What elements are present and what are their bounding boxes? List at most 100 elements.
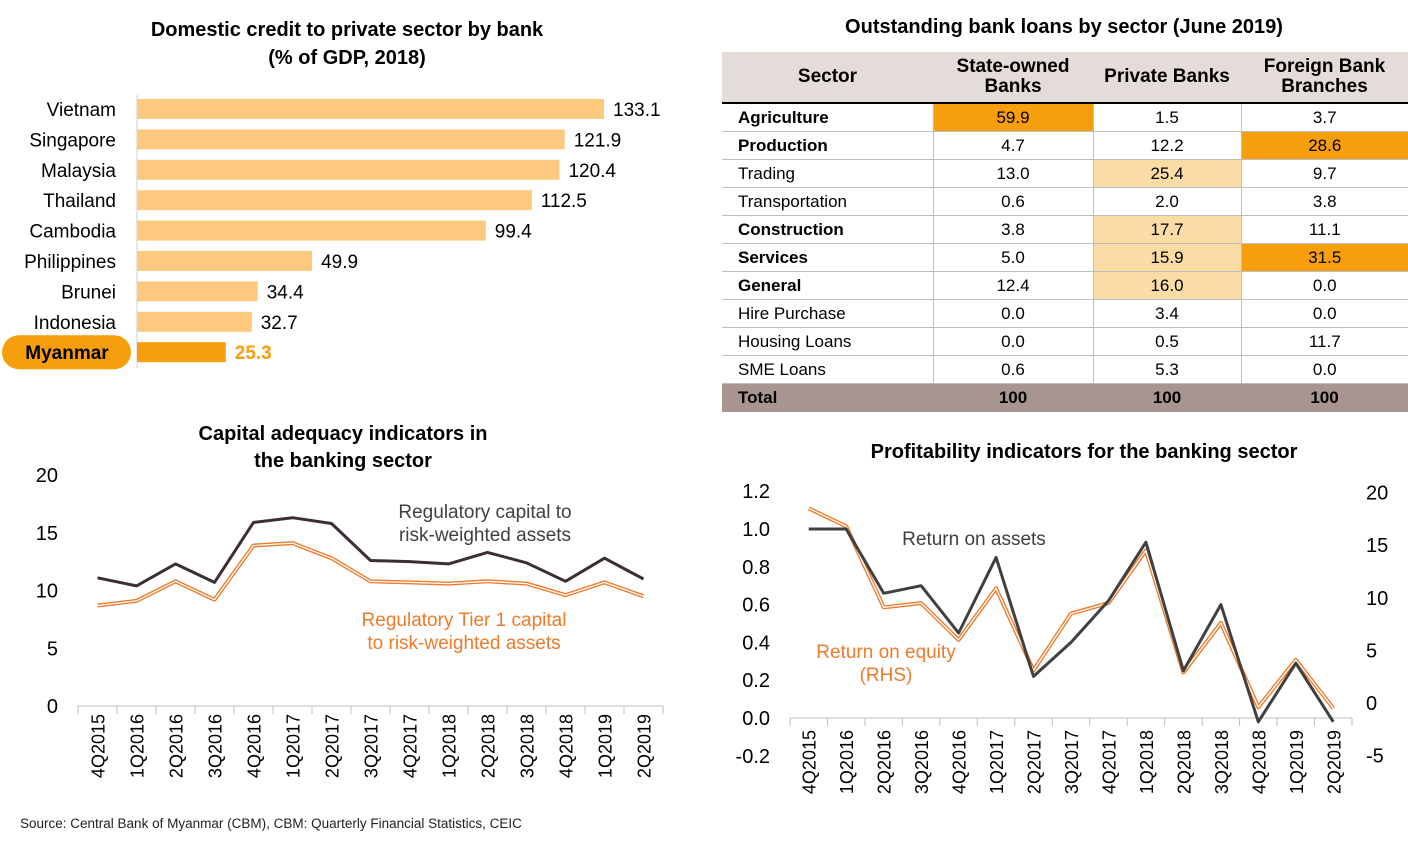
private-cell: 0.5 (1093, 327, 1242, 356)
state-cell: 5.0 (933, 243, 1094, 272)
foreign-cell: 11.1 (1241, 215, 1408, 244)
state-cell: 3.8 (933, 215, 1094, 244)
header-private-banks: Private Banks (1093, 52, 1241, 104)
capital-x-tick: 1Q2018 (440, 714, 460, 778)
profit-chart-title: Profitability indicators for the banking… (871, 441, 1298, 463)
capital-series-label: Regulatory capital to (398, 502, 571, 523)
profit-left-y-tick: 0.6 (742, 595, 770, 617)
profit-x-tick: 3Q2017 (1062, 730, 1082, 794)
capital-x-tick: 1Q2019 (596, 714, 616, 778)
bar (137, 129, 565, 150)
capital-series-label: risk-weighted assets (399, 525, 571, 546)
capital-x-tick: 1Q2017 (284, 714, 304, 778)
total-label-cell: Total (722, 383, 933, 412)
foreign-cell: 3.8 (1241, 187, 1408, 216)
roa-series-label: Return on assets (902, 529, 1046, 550)
bar-category-label: Vietnam (47, 100, 116, 121)
private-cell: 15.9 (1093, 243, 1242, 272)
capital-y-tick: 10 (36, 581, 58, 603)
table-row: Hire Purchase 0.0 3.4 0.0 (722, 299, 1408, 328)
profit-x-tick: 4Q2015 (800, 730, 820, 794)
total-state-cell: 100 (933, 383, 1093, 412)
bar-value-label: 25.3 (235, 343, 272, 364)
bar-value-label: 99.4 (495, 222, 532, 243)
bar-value-label: 121.9 (574, 130, 622, 151)
table-row: General 12.4 16.0 0.0 (722, 271, 1408, 300)
roa-series-line (808, 527, 1335, 724)
capital-y-tick: 0 (47, 696, 58, 718)
loans-table-container: Sector State-owned Banks Private Banks F… (722, 52, 1408, 412)
sector-cell: Housing Loans (722, 327, 934, 356)
state-cell: 59.9 (933, 103, 1094, 132)
profit-left-y-tick: 0.8 (742, 557, 770, 579)
capital-x-tick: 1Q2016 (128, 714, 148, 778)
sector-cell: Agriculture (722, 103, 934, 132)
table-row: Services 5.0 15.9 31.5 (722, 243, 1408, 272)
profit-x-tick: 3Q2016 (912, 730, 932, 794)
state-cell: 0.0 (933, 327, 1094, 356)
foreign-cell: 3.7 (1241, 103, 1408, 132)
profit-right-y-tick: 20 (1366, 483, 1388, 505)
private-cell: 3.4 (1093, 299, 1242, 328)
tier1-series-label: Regulatory Tier 1 capital (362, 610, 567, 631)
profit-x-tick: 1Q2016 (837, 730, 857, 794)
bar-category-label: Indonesia (34, 313, 117, 334)
foreign-cell: 11.7 (1241, 327, 1408, 356)
capital-y-tick: 15 (36, 523, 58, 545)
profit-x-tick: 3Q2018 (1212, 730, 1232, 794)
profit-left-y-tick: 1.2 (742, 481, 770, 503)
bar-category-label: Brunei (61, 282, 116, 303)
bar-category-label: Thailand (43, 191, 116, 212)
capital-x-tick: 4Q2018 (557, 714, 577, 778)
private-cell: 1.5 (1093, 103, 1242, 132)
capital-x-tick: 3Q2018 (518, 714, 538, 778)
bar-category-label: Singapore (29, 130, 116, 151)
foreign-cell: 31.5 (1241, 243, 1408, 272)
capital-x-tick: 4Q2017 (401, 714, 421, 778)
table-title: Outstanding bank loans by sector (June 2… (845, 16, 1283, 38)
bar (137, 251, 313, 271)
table-row: SME Loans 0.6 5.3 0.0 (722, 355, 1408, 384)
tier1-series-label: to risk-weighted assets (367, 633, 560, 654)
foreign-cell: 0.0 (1241, 299, 1408, 328)
bar-category-label: Philippines (24, 252, 116, 273)
profit-right-y-tick: 5 (1366, 640, 1377, 662)
tier1-series-line (97, 541, 645, 608)
private-cell: 5.3 (1093, 355, 1242, 384)
table-row: Production 4.7 12.2 28.6 (722, 131, 1408, 160)
profit-right-y-tick: 10 (1366, 588, 1388, 610)
sector-cell: Hire Purchase (722, 299, 934, 328)
header-sector: Sector (722, 52, 933, 104)
header-state-owned-banks: State-owned Banks (933, 52, 1093, 104)
foreign-cell: 0.0 (1241, 271, 1408, 300)
state-cell: 0.0 (933, 299, 1094, 328)
state-cell: 0.6 (933, 355, 1094, 384)
table-row: Trading 13.0 25.4 9.7 (722, 159, 1408, 188)
profit-x-tick: 1Q2018 (1137, 730, 1157, 794)
foreign-cell: 9.7 (1241, 159, 1408, 188)
bar-value-label: 49.9 (321, 252, 358, 273)
sector-cell: Construction (722, 215, 934, 244)
bar (137, 220, 486, 241)
header-foreign-bank-branches: Foreign Bank Branches (1241, 52, 1408, 104)
bar (137, 311, 252, 332)
capital-chart-title: the banking sector (254, 450, 432, 472)
capital-x-tick: 2Q2017 (323, 714, 343, 778)
capital-series-line (97, 516, 645, 588)
sector-cell: Services (722, 243, 934, 272)
profit-x-tick: 1Q2019 (1287, 730, 1307, 794)
source-note: Source: Central Bank of Myanmar (CBM), C… (20, 816, 522, 831)
sector-cell: Transportation (722, 187, 934, 216)
profit-x-tick: 4Q2016 (950, 730, 970, 794)
capital-x-tick: 2Q2016 (167, 714, 187, 778)
profit-x-tick: 2Q2017 (1025, 730, 1045, 794)
table-row: Housing Loans 0.0 0.5 11.7 (722, 327, 1408, 356)
profit-left-y-tick: 1.0 (742, 519, 770, 541)
highlight-pill (2, 335, 131, 370)
private-cell: 25.4 (1093, 159, 1242, 188)
total-foreign-cell: 100 (1241, 383, 1408, 412)
table-total-row: Total 100 100 100 (722, 383, 1408, 412)
table-row: Transportation 0.6 2.0 3.8 (722, 187, 1408, 216)
capital-x-tick: 2Q2018 (479, 714, 499, 778)
